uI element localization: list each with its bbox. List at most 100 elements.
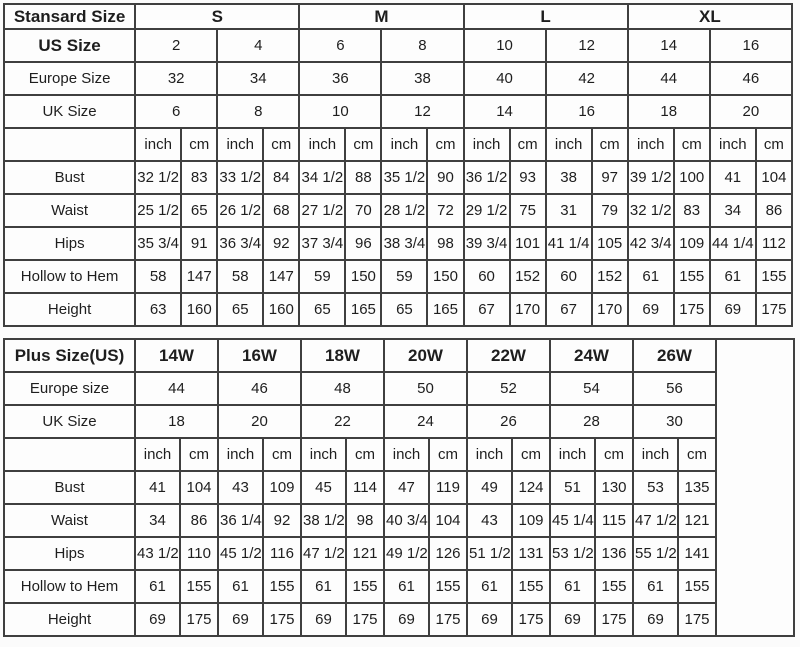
value-cell: 27 1/2 <box>298 193 347 228</box>
value-cell: 46 <box>217 371 302 406</box>
value-cell: 155 <box>594 569 634 604</box>
table-row: Hips 43 1/2 110 45 1/2 116 47 1/2 121 49 1/2 126… <box>3 536 794 571</box>
size-header: 22W <box>466 338 551 373</box>
unit-header: inch <box>462 127 511 162</box>
value-cell: 45 <box>300 470 347 505</box>
value-cell: 18 <box>134 404 219 439</box>
value-cell: 63 <box>134 292 183 327</box>
value-cell: 175 <box>345 602 385 637</box>
value-cell: 100 <box>672 160 711 195</box>
unit-header: cm <box>508 127 547 162</box>
unit-header: cm <box>428 437 468 472</box>
value-cell: 38 1/2 <box>300 503 347 538</box>
value-cell: 39 3/4 <box>462 226 511 261</box>
value-cell: 59 <box>298 259 347 294</box>
table-row: Waist 34 86 36 1/4 92 38 1/2 98 40 3/4 104 43 109 4… <box>3 503 794 538</box>
value-cell: 44 1/4 <box>708 226 757 261</box>
value-cell: 68 <box>262 193 301 228</box>
value-cell: 41 <box>134 470 181 505</box>
value-cell: 61 <box>217 569 264 604</box>
value-cell: 32 <box>134 61 219 96</box>
unit-header: inch <box>708 127 757 162</box>
value-cell: 104 <box>754 160 794 195</box>
unit-header: cm <box>344 127 383 162</box>
value-cell: 175 <box>428 602 468 637</box>
value-cell: 54 <box>549 371 634 406</box>
value-cell: 152 <box>508 259 547 294</box>
value-cell: 26 <box>466 404 551 439</box>
table-row: Hollow to Hem 58 147 58 147 59 150 59 150 60 152 60… <box>2 259 794 294</box>
value-cell: 110 <box>179 536 219 571</box>
value-cell: 114 <box>345 470 385 505</box>
unit-header: inch <box>626 127 675 162</box>
size-chart-page: Stansard Size S M L XL US Size 2 4 6 8 10 12 14 16 Eur… <box>2 3 797 637</box>
value-cell: 56 <box>632 371 717 406</box>
row-label: Europe Size <box>2 61 137 96</box>
value-cell: 38 <box>380 61 465 96</box>
value-cell: 175 <box>511 602 551 637</box>
unit-header: cm <box>677 437 717 472</box>
value-cell: 39 1/2 <box>626 160 675 195</box>
value-cell: 79 <box>590 193 629 228</box>
value-cell: 160 <box>262 292 301 327</box>
value-cell: 69 <box>134 602 181 637</box>
value-cell: 150 <box>344 259 383 294</box>
value-cell: 61 <box>466 569 513 604</box>
table-row: Height 69 175 69 175 69 175 69 175 69 175 69 175 69 17… <box>3 602 794 637</box>
value-cell: 155 <box>428 569 468 604</box>
value-cell: 20 <box>708 94 794 129</box>
value-cell: 83 <box>180 160 219 195</box>
value-cell: 16 <box>544 94 629 129</box>
value-cell: 121 <box>345 536 385 571</box>
value-cell: 65 <box>298 292 347 327</box>
value-cell: 53 <box>632 470 679 505</box>
value-cell: 30 <box>632 404 717 439</box>
table-row: Height 63 160 65 160 65 165 65 165 67 170 67 170 69 17… <box>2 292 794 327</box>
row-label: US Size <box>2 28 137 63</box>
value-cell: 2 <box>134 28 219 63</box>
value-cell: 35 1/2 <box>380 160 429 195</box>
value-cell: 44 <box>626 61 711 96</box>
unit-header: cm <box>672 127 711 162</box>
value-cell: 8 <box>380 28 465 63</box>
value-cell: 109 <box>262 470 302 505</box>
value-cell: 109 <box>511 503 551 538</box>
row-label: Europe size <box>3 371 136 406</box>
table-row: inch cm inch cm inch cm inch cm inch cm inch cm inch… <box>2 127 794 162</box>
value-cell: 104 <box>179 470 219 505</box>
value-cell: 48 <box>300 371 385 406</box>
value-cell: 34 <box>216 61 301 96</box>
value-cell: 119 <box>428 470 468 505</box>
value-cell: 70 <box>344 193 383 228</box>
value-cell: 42 <box>544 61 629 96</box>
value-cell: 65 <box>380 292 429 327</box>
table-row: UK Size 6 8 10 12 14 16 18 20 <box>2 94 794 129</box>
value-cell: 14 <box>626 28 711 63</box>
value-cell: 45 1/4 <box>549 503 596 538</box>
value-cell: 6 <box>298 28 383 63</box>
unit-header: cm <box>754 127 794 162</box>
size-header: L <box>462 3 629 30</box>
value-cell: 51 1/2 <box>466 536 513 571</box>
value-cell: 37 3/4 <box>298 226 347 261</box>
value-cell: 67 <box>462 292 511 327</box>
value-cell: 91 <box>180 226 219 261</box>
row-label: Waist <box>2 193 137 228</box>
value-cell: 165 <box>344 292 383 327</box>
table-row: Plus Size(US) 14W 16W 18W 20W 22W 24W 26W <box>3 338 795 637</box>
value-cell: 170 <box>590 292 629 327</box>
row-label <box>2 127 137 162</box>
value-cell: 175 <box>677 602 717 637</box>
value-cell: 36 3/4 <box>216 226 265 261</box>
row-label: Bust <box>2 160 137 195</box>
value-cell: 152 <box>590 259 629 294</box>
value-cell: 69 <box>549 602 596 637</box>
value-cell: 65 <box>180 193 219 228</box>
value-cell: 84 <box>262 160 301 195</box>
unit-header: cm <box>345 437 385 472</box>
value-cell: 175 <box>672 292 711 327</box>
value-cell: 47 1/2 <box>300 536 347 571</box>
unit-header: inch <box>217 437 264 472</box>
value-cell: 98 <box>345 503 385 538</box>
value-cell: 8 <box>216 94 301 129</box>
